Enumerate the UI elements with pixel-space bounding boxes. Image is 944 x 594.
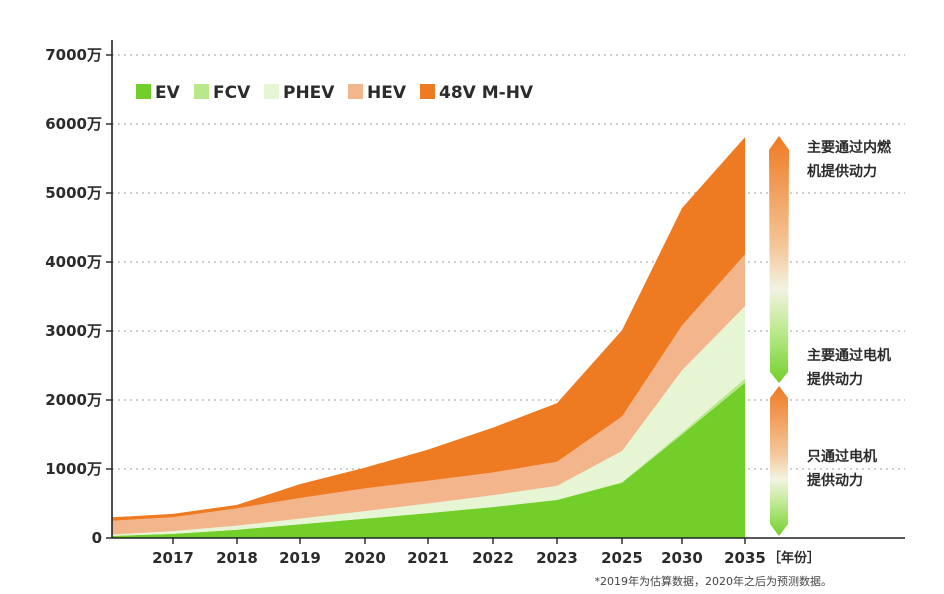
axes	[111, 40, 905, 539]
legend-swatch	[348, 84, 363, 99]
motor-only-arrow	[770, 386, 788, 536]
legend-swatch	[264, 84, 279, 99]
side-label-line: 机提供动力	[807, 163, 877, 180]
area-phev	[112, 306, 745, 536]
area-ev	[112, 382, 745, 538]
y-tick-label: 1000万	[45, 460, 102, 478]
x-tick-label: 2022	[472, 549, 514, 567]
y-tick-label: 3000万	[45, 322, 102, 340]
grid-lines	[112, 54, 905, 470]
area-series	[112, 137, 745, 538]
y-tick-label: 7000万	[45, 46, 102, 64]
x-tick-label: 2019	[279, 549, 321, 567]
area-48v-m-hv	[112, 137, 745, 521]
area-hev	[112, 254, 745, 535]
legend-label: EV	[155, 83, 181, 103]
y-tick-label: 0	[92, 529, 102, 547]
x-tick-label: 2025	[601, 549, 643, 567]
legend-swatch	[194, 84, 209, 99]
legend-label: FCV	[213, 83, 251, 103]
y-axis-ticks: 0 1000万 2000万 3000万 4000万 5000万 6000万 7000万	[45, 46, 112, 547]
legend-swatch	[420, 84, 435, 99]
y-tick-label: 6000万	[45, 115, 102, 133]
x-axis-ticks: 2017 2018 2019 2020 2021 2022 2023 2025 2030 2035	[152, 538, 766, 567]
legend-label: PHEV	[283, 83, 335, 103]
legend: EV FCV PHEV HEV 48V M-HV	[136, 83, 534, 103]
side-label-line: 主要通过内燃	[807, 139, 892, 156]
legend-label: 48V M-HV	[439, 83, 534, 103]
legend-label: HEV	[367, 83, 407, 103]
side-label-line: 主要通过电机	[807, 347, 891, 364]
x-axis-unit-label: ［年份］	[768, 550, 820, 566]
legend-swatch	[136, 84, 151, 99]
y-tick-label: 5000万	[45, 184, 102, 202]
side-label-line: 只通过电机	[807, 448, 877, 465]
x-tick-label: 2035	[724, 549, 766, 567]
side-label-line: 提供动力	[807, 371, 863, 388]
combustion-to-motor-arrow	[769, 136, 789, 383]
x-tick-label: 2018	[216, 549, 258, 567]
side-label-line: 提供动力	[807, 472, 863, 489]
y-tick-label: 2000万	[45, 391, 102, 409]
y-tick-label: 4000万	[45, 253, 102, 271]
x-tick-label: 2020	[344, 549, 386, 567]
x-tick-label: 2021	[407, 549, 449, 567]
x-tick-label: 2030	[661, 549, 703, 567]
footnote: *2019年为估算数据，2020年之后为预测数据。	[595, 574, 833, 588]
x-tick-label: 2023	[536, 549, 578, 567]
x-tick-label: 2017	[152, 549, 194, 567]
